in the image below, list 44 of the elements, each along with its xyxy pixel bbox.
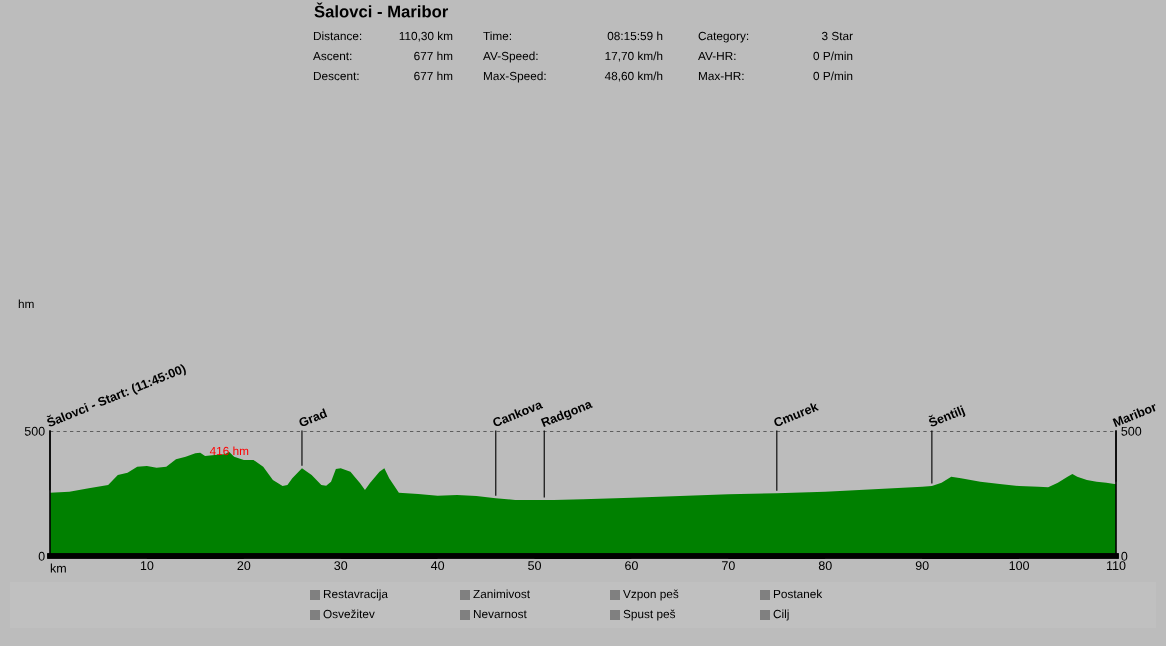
text: Time: — [483, 31, 511, 41]
x-tick-label: 20 — [237, 561, 251, 571]
text: 3 Star — [821, 31, 853, 41]
text: 17,70 km/h — [605, 51, 663, 62]
x-tick-label: 110 — [1106, 561, 1126, 571]
text: Distance: — [313, 31, 362, 41]
x-tick-label: 30 — [334, 561, 348, 571]
text: Category: — [698, 31, 749, 43]
text: 0 P/min — [813, 51, 853, 61]
text: Ascent: — [313, 51, 352, 61]
text: Descent: — [313, 71, 359, 81]
text: Osvežitev — [323, 609, 375, 619]
text: 0 P/min — [813, 71, 853, 81]
text: 08:15:59 h — [607, 31, 663, 41]
text: 48,60 km/h — [604, 71, 663, 82]
text: AV-HR: — [698, 51, 736, 61]
x-tick-label: 10 — [140, 561, 154, 571]
chart-title: Šalovci - Maribor — [314, 2, 449, 18]
x-tick-label: 70 — [722, 561, 735, 571]
text: Vzpon peš — [623, 589, 679, 601]
text: hm — [18, 299, 34, 309]
text: Cilj — [773, 609, 789, 621]
annotation: Grad — [298, 408, 328, 428]
x-tick-label: 100 — [1009, 561, 1030, 571]
text: Postanek — [773, 589, 823, 599]
x-tick-label: 80 — [818, 561, 832, 571]
y2-tick-label: 0 — [1121, 551, 1128, 561]
text: Max-HR: — [698, 71, 744, 81]
text: Restavracija — [323, 589, 388, 601]
text: 677 hm — [414, 71, 453, 81]
text: Nevarnost — [473, 609, 527, 619]
x-tick-label: 50 — [528, 561, 542, 571]
text: 677 hm — [414, 51, 453, 61]
y2-tick-label: 500 — [1121, 426, 1142, 436]
annotation: 416 hm — [209, 446, 249, 456]
text: 110,30 km — [399, 31, 453, 42]
text: AV-Speed: — [483, 51, 538, 63]
x-tick-label: 60 — [625, 561, 638, 571]
text: Zanimivost — [473, 589, 530, 599]
x-axis-title: km — [50, 563, 66, 573]
x-tick-label: 90 — [915, 561, 929, 571]
x-tick-label: 40 — [430, 561, 445, 571]
text: Spust peš — [623, 609, 676, 621]
text: Max-Speed: — [483, 71, 546, 83]
